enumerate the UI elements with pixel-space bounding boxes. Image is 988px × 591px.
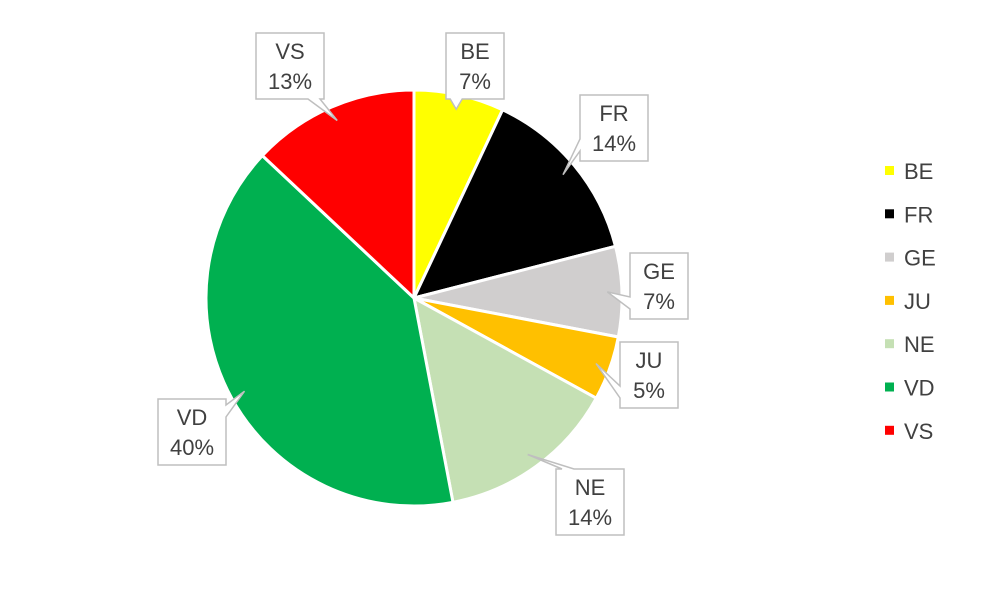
legend-label: FR <box>904 202 933 227</box>
legend-item-be: BE <box>885 159 933 184</box>
legend-swatch <box>885 209 894 219</box>
legend-swatch <box>885 295 894 305</box>
data-label-category: NE <box>575 475 606 500</box>
slice-vs <box>260 88 416 300</box>
legend-swatch <box>885 339 894 349</box>
callout-box <box>527 453 625 536</box>
data-label-percent: 40% <box>170 435 214 460</box>
data-label-ju: JU 5% <box>595 341 679 409</box>
data-label-category: GE <box>643 259 675 284</box>
legend-item-ju: JU <box>885 289 931 314</box>
legend-label: BE <box>904 159 933 184</box>
legend-swatch <box>885 166 894 175</box>
legend-item-fr: FR <box>885 202 933 227</box>
legend-label: GE <box>904 246 936 271</box>
slice-fr <box>412 108 617 300</box>
data-label-category: FR <box>599 101 628 126</box>
legend-label: VS <box>904 419 933 444</box>
slice-ne <box>412 296 598 504</box>
legend-swatch <box>885 382 894 392</box>
data-label-callouts: BE 7% FR 14% GE 7% JU 5% NE 14% VD 40% VS 13% <box>157 32 689 536</box>
legend-item-vd: VD <box>885 376 935 401</box>
legend-label: NE <box>904 332 935 357</box>
data-label-category: JU <box>636 348 663 373</box>
data-label-percent: 13% <box>268 69 312 94</box>
callout-box <box>606 252 689 320</box>
legend-swatch <box>885 252 894 262</box>
data-label-be: BE 7% <box>445 32 505 111</box>
data-label-ge: GE 7% <box>606 252 689 320</box>
legend-item-ne: NE <box>885 332 935 357</box>
data-label-percent: 7% <box>459 69 491 94</box>
data-label-percent: 14% <box>592 131 636 156</box>
pie-slices <box>204 88 624 508</box>
legend-item-ge: GE <box>885 246 936 271</box>
slice-vd <box>204 154 455 508</box>
callout-box <box>595 341 679 409</box>
data-label-vs: VS 13% <box>255 32 338 122</box>
legend-label: VD <box>904 376 935 401</box>
legend-item-vs: VS <box>885 419 933 444</box>
data-label-percent: 7% <box>643 289 675 314</box>
data-label-category: BE <box>460 39 489 64</box>
data-label-percent: 14% <box>568 505 612 530</box>
data-label-percent: 5% <box>633 378 665 403</box>
callout-box <box>562 94 649 176</box>
data-label-category: VD <box>177 405 208 430</box>
data-label-fr: FR 14% <box>562 94 649 176</box>
data-label-category: VS <box>275 39 304 64</box>
callout-box <box>255 32 338 122</box>
legend-swatch <box>885 425 894 435</box>
legend-label: JU <box>904 289 931 314</box>
data-label-ne: NE 14% <box>527 453 625 536</box>
callout-box <box>157 390 246 466</box>
data-label-vd: VD 40% <box>157 390 246 466</box>
legend: BE FR GE JU NE VD VS <box>885 159 936 444</box>
callout-box <box>445 32 505 111</box>
